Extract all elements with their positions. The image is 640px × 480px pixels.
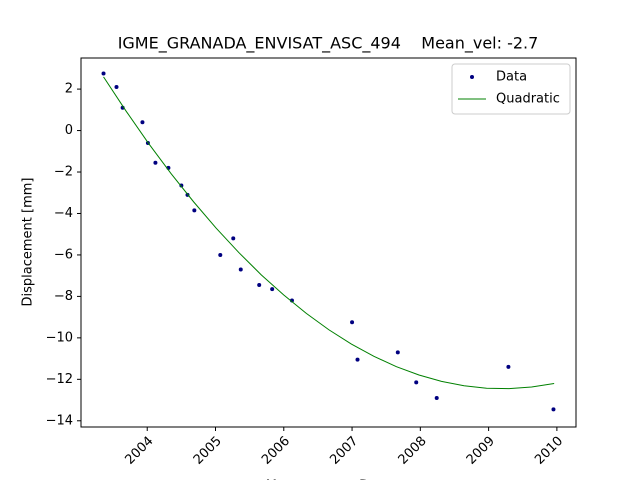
data-point — [231, 236, 236, 241]
data-point — [153, 160, 158, 165]
data-point — [238, 267, 243, 272]
y-tick-label: 0 — [65, 123, 73, 138]
legend-label: Data — [496, 70, 527, 85]
legend-marker — [470, 75, 474, 79]
y-tick-label: 2 — [65, 82, 73, 97]
y-axis-label: Displacement [mm] — [21, 178, 36, 307]
plot-frame — [80, 57, 577, 428]
data-point — [350, 320, 355, 325]
y-tick-label: −12 — [46, 372, 73, 387]
data-point — [551, 407, 556, 412]
data-point — [355, 357, 360, 362]
y-tick-label: −4 — [54, 206, 73, 221]
fit-line — [103, 76, 555, 390]
y-tick-label: −2 — [54, 165, 73, 180]
data-point — [101, 71, 106, 76]
data-point — [218, 252, 223, 257]
data-point — [270, 287, 275, 292]
y-tick-label: −6 — [54, 247, 73, 262]
y-tick-label: −8 — [54, 289, 73, 304]
data-point — [289, 298, 294, 303]
data-point — [414, 380, 419, 385]
chart-title: IGME_GRANADA_ENVISAT_ASC_494 Mean_vel: -… — [118, 34, 539, 54]
y-tick-label: −10 — [46, 330, 73, 345]
data-point — [395, 350, 400, 355]
legend-box — [451, 63, 571, 115]
data-point — [114, 85, 119, 90]
legend-label: Quadratic — [496, 92, 560, 107]
data-point — [192, 208, 197, 213]
x-axis-label: Measurement Date — [266, 479, 390, 480]
y-tick-label: −14 — [46, 413, 73, 428]
data-point — [257, 282, 262, 287]
data-point — [434, 395, 439, 400]
data-point — [140, 120, 145, 125]
data-point — [506, 364, 511, 369]
